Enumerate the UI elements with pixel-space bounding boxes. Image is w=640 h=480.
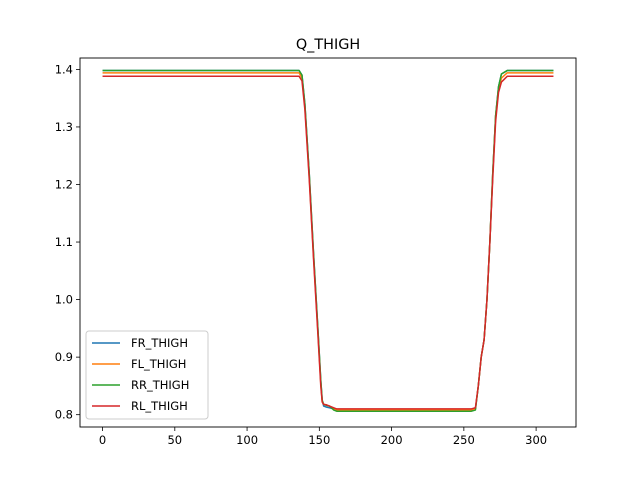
x-tick-label: 0 — [99, 433, 106, 447]
plot-area-frame — [79, 57, 577, 428]
legend-label-rr-thigh: RR_THIGH — [131, 378, 189, 392]
x-tick-label: 250 — [453, 433, 475, 447]
x-axis: 0 50 100 150 200 250 300 — [99, 427, 547, 447]
y-tick-label: 1.4 — [55, 62, 73, 76]
series-line-rl-thigh — [102, 75, 554, 410]
legend-label-fl-thigh: FL_THIGH — [131, 357, 186, 371]
x-tick-label: 50 — [167, 433, 182, 447]
legend-label-fr-thigh: FR_THIGH — [131, 336, 188, 350]
y-tick-label: 0.8 — [55, 408, 73, 422]
x-tick-label: 200 — [381, 433, 403, 447]
y-axis: 0.8 0.9 1.0 1.1 1.2 1.3 1.4 — [55, 62, 80, 422]
legend-label-rl-thigh: RL_THIGH — [131, 399, 188, 413]
y-tick-label: 1.1 — [55, 235, 73, 249]
y-tick-label: 1.2 — [55, 177, 73, 191]
y-tick-label: 1.0 — [55, 293, 73, 307]
y-tick-label: 0.9 — [55, 350, 73, 364]
legend-box — [85, 330, 209, 420]
legend: FR_THIGH FL_THIGH RR_THIGH RL_THIGH — [85, 330, 209, 420]
x-tick-label: 100 — [236, 433, 258, 447]
series-layer — [102, 69, 554, 412]
x-tick-label: 150 — [308, 433, 330, 447]
y-tick-label: 1.3 — [55, 120, 73, 134]
chart-title: Q_THIGH — [296, 37, 360, 53]
x-tick-label: 300 — [525, 433, 547, 447]
